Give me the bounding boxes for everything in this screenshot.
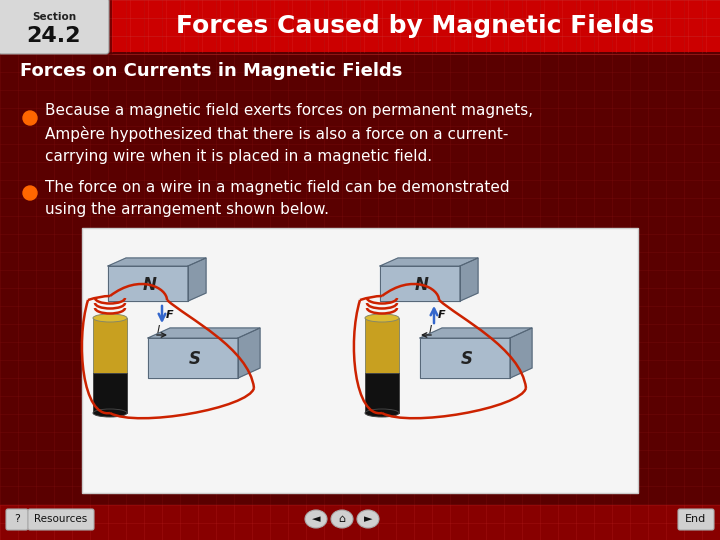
Text: F: F bbox=[438, 309, 446, 320]
FancyBboxPatch shape bbox=[678, 509, 714, 530]
Ellipse shape bbox=[365, 314, 399, 322]
Text: The force on a wire in a magnetic field can be demonstrated
using the arrangemen: The force on a wire in a magnetic field … bbox=[45, 180, 510, 217]
Text: Forces on Currents in Magnetic Fields: Forces on Currents in Magnetic Fields bbox=[20, 62, 402, 80]
Ellipse shape bbox=[357, 510, 379, 528]
Text: ?: ? bbox=[14, 515, 20, 524]
Text: ◄: ◄ bbox=[312, 514, 320, 524]
Text: ►: ► bbox=[364, 514, 372, 524]
Text: Section: Section bbox=[32, 12, 76, 22]
Bar bbox=[0, 0, 720, 52]
Text: Resources: Resources bbox=[35, 515, 88, 524]
Bar bbox=[0, 505, 720, 540]
Text: I: I bbox=[156, 325, 160, 335]
Bar bbox=[365, 373, 399, 413]
Circle shape bbox=[23, 111, 37, 125]
Polygon shape bbox=[108, 258, 206, 266]
FancyBboxPatch shape bbox=[6, 509, 28, 530]
Polygon shape bbox=[380, 266, 460, 301]
Polygon shape bbox=[148, 328, 260, 338]
Text: S: S bbox=[461, 350, 473, 368]
Polygon shape bbox=[238, 328, 260, 378]
Circle shape bbox=[23, 186, 37, 200]
Polygon shape bbox=[460, 258, 478, 301]
Polygon shape bbox=[108, 266, 188, 301]
Ellipse shape bbox=[93, 409, 127, 417]
Ellipse shape bbox=[305, 510, 327, 528]
Text: N: N bbox=[143, 275, 157, 294]
Bar bbox=[93, 318, 127, 373]
FancyBboxPatch shape bbox=[28, 509, 94, 530]
Polygon shape bbox=[420, 328, 532, 338]
Polygon shape bbox=[420, 338, 510, 378]
Text: N: N bbox=[415, 275, 429, 294]
Text: S: S bbox=[189, 350, 201, 368]
Bar bbox=[365, 318, 399, 373]
Text: End: End bbox=[685, 515, 706, 524]
Polygon shape bbox=[188, 258, 206, 301]
Text: 24.2: 24.2 bbox=[27, 26, 81, 46]
Polygon shape bbox=[510, 328, 532, 378]
Ellipse shape bbox=[331, 510, 353, 528]
Text: ⌂: ⌂ bbox=[338, 514, 346, 524]
Bar bbox=[93, 373, 127, 413]
Text: I: I bbox=[428, 325, 431, 335]
Polygon shape bbox=[148, 338, 238, 378]
Text: Forces Caused by Magnetic Fields: Forces Caused by Magnetic Fields bbox=[176, 14, 654, 38]
FancyBboxPatch shape bbox=[0, 0, 109, 54]
Text: F: F bbox=[166, 309, 174, 320]
Ellipse shape bbox=[93, 314, 127, 322]
Text: Because a magnetic field exerts forces on permanent magnets,
Ampère hypothesized: Because a magnetic field exerts forces o… bbox=[45, 103, 533, 164]
Polygon shape bbox=[380, 258, 478, 266]
Ellipse shape bbox=[365, 409, 399, 417]
Bar bbox=[112, 0, 720, 52]
Bar bbox=[82, 228, 638, 493]
